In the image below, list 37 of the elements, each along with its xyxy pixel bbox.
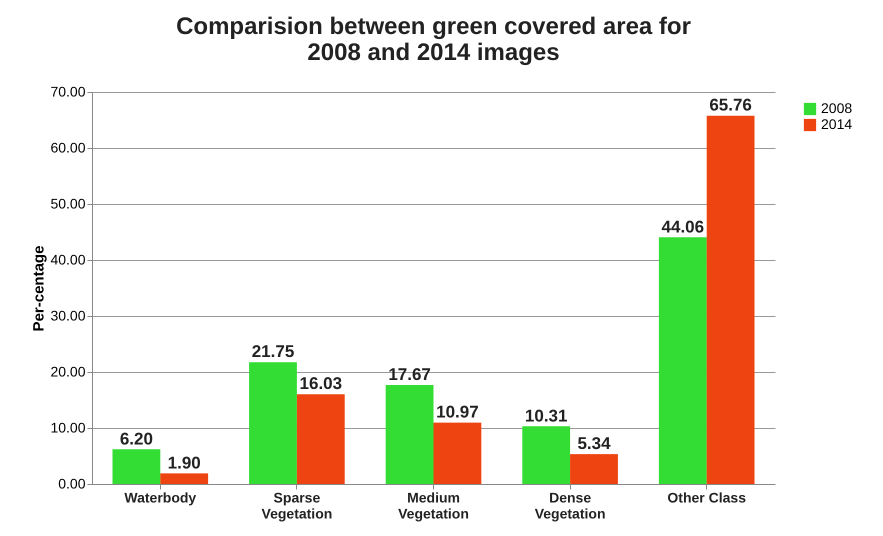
data-label: 44.06: [662, 217, 704, 236]
data-label: 10.31: [524, 406, 568, 426]
data-label: 5.34: [577, 434, 612, 454]
x-tick-label: Dense Vegetation: [534, 490, 606, 522]
bar: [386, 385, 434, 484]
bar: [249, 362, 297, 484]
bar: [296, 394, 345, 484]
y-tick-label: 70.00: [50, 84, 86, 100]
bar: [570, 454, 618, 484]
data-label: 6.20: [120, 429, 153, 448]
bar: [658, 237, 707, 484]
y-tick-label: 30.00: [50, 308, 86, 324]
y-tick-label: 60.00: [50, 140, 86, 156]
data-label: 17.67: [388, 365, 431, 384]
data-label: 21.75: [252, 342, 294, 362]
y-tick-label: 50.00: [50, 196, 86, 212]
bar: [434, 422, 482, 484]
bar: [112, 449, 160, 484]
y-tick-label: 40.00: [50, 252, 86, 268]
bar: [522, 426, 570, 484]
bar: [706, 116, 755, 484]
chart-title: Comparision between green covered area for 2008 and 2014 images: [176, 13, 691, 66]
data-label: 16.03: [300, 374, 342, 394]
y-tick-label: 0.00: [58, 476, 86, 492]
data-label: 10.97: [436, 402, 479, 422]
x-tick-label: Medium Vegetation: [398, 490, 469, 522]
legend-label: 2008: [821, 100, 852, 116]
x-tick-label: Other Class: [667, 490, 746, 506]
legend-label: 2014: [821, 116, 852, 132]
x-tick-label: Sparse Vegetation: [262, 490, 332, 522]
x-tick-label: Waterbody: [124, 490, 196, 506]
y-axis-title: Per-centage: [30, 246, 48, 332]
bar: [160, 473, 208, 484]
y-tick-label: 20.00: [50, 364, 86, 380]
y-tick-label: 10.00: [50, 420, 86, 436]
data-label: 1.90: [168, 453, 201, 472]
data-label: 65.76: [709, 96, 752, 115]
